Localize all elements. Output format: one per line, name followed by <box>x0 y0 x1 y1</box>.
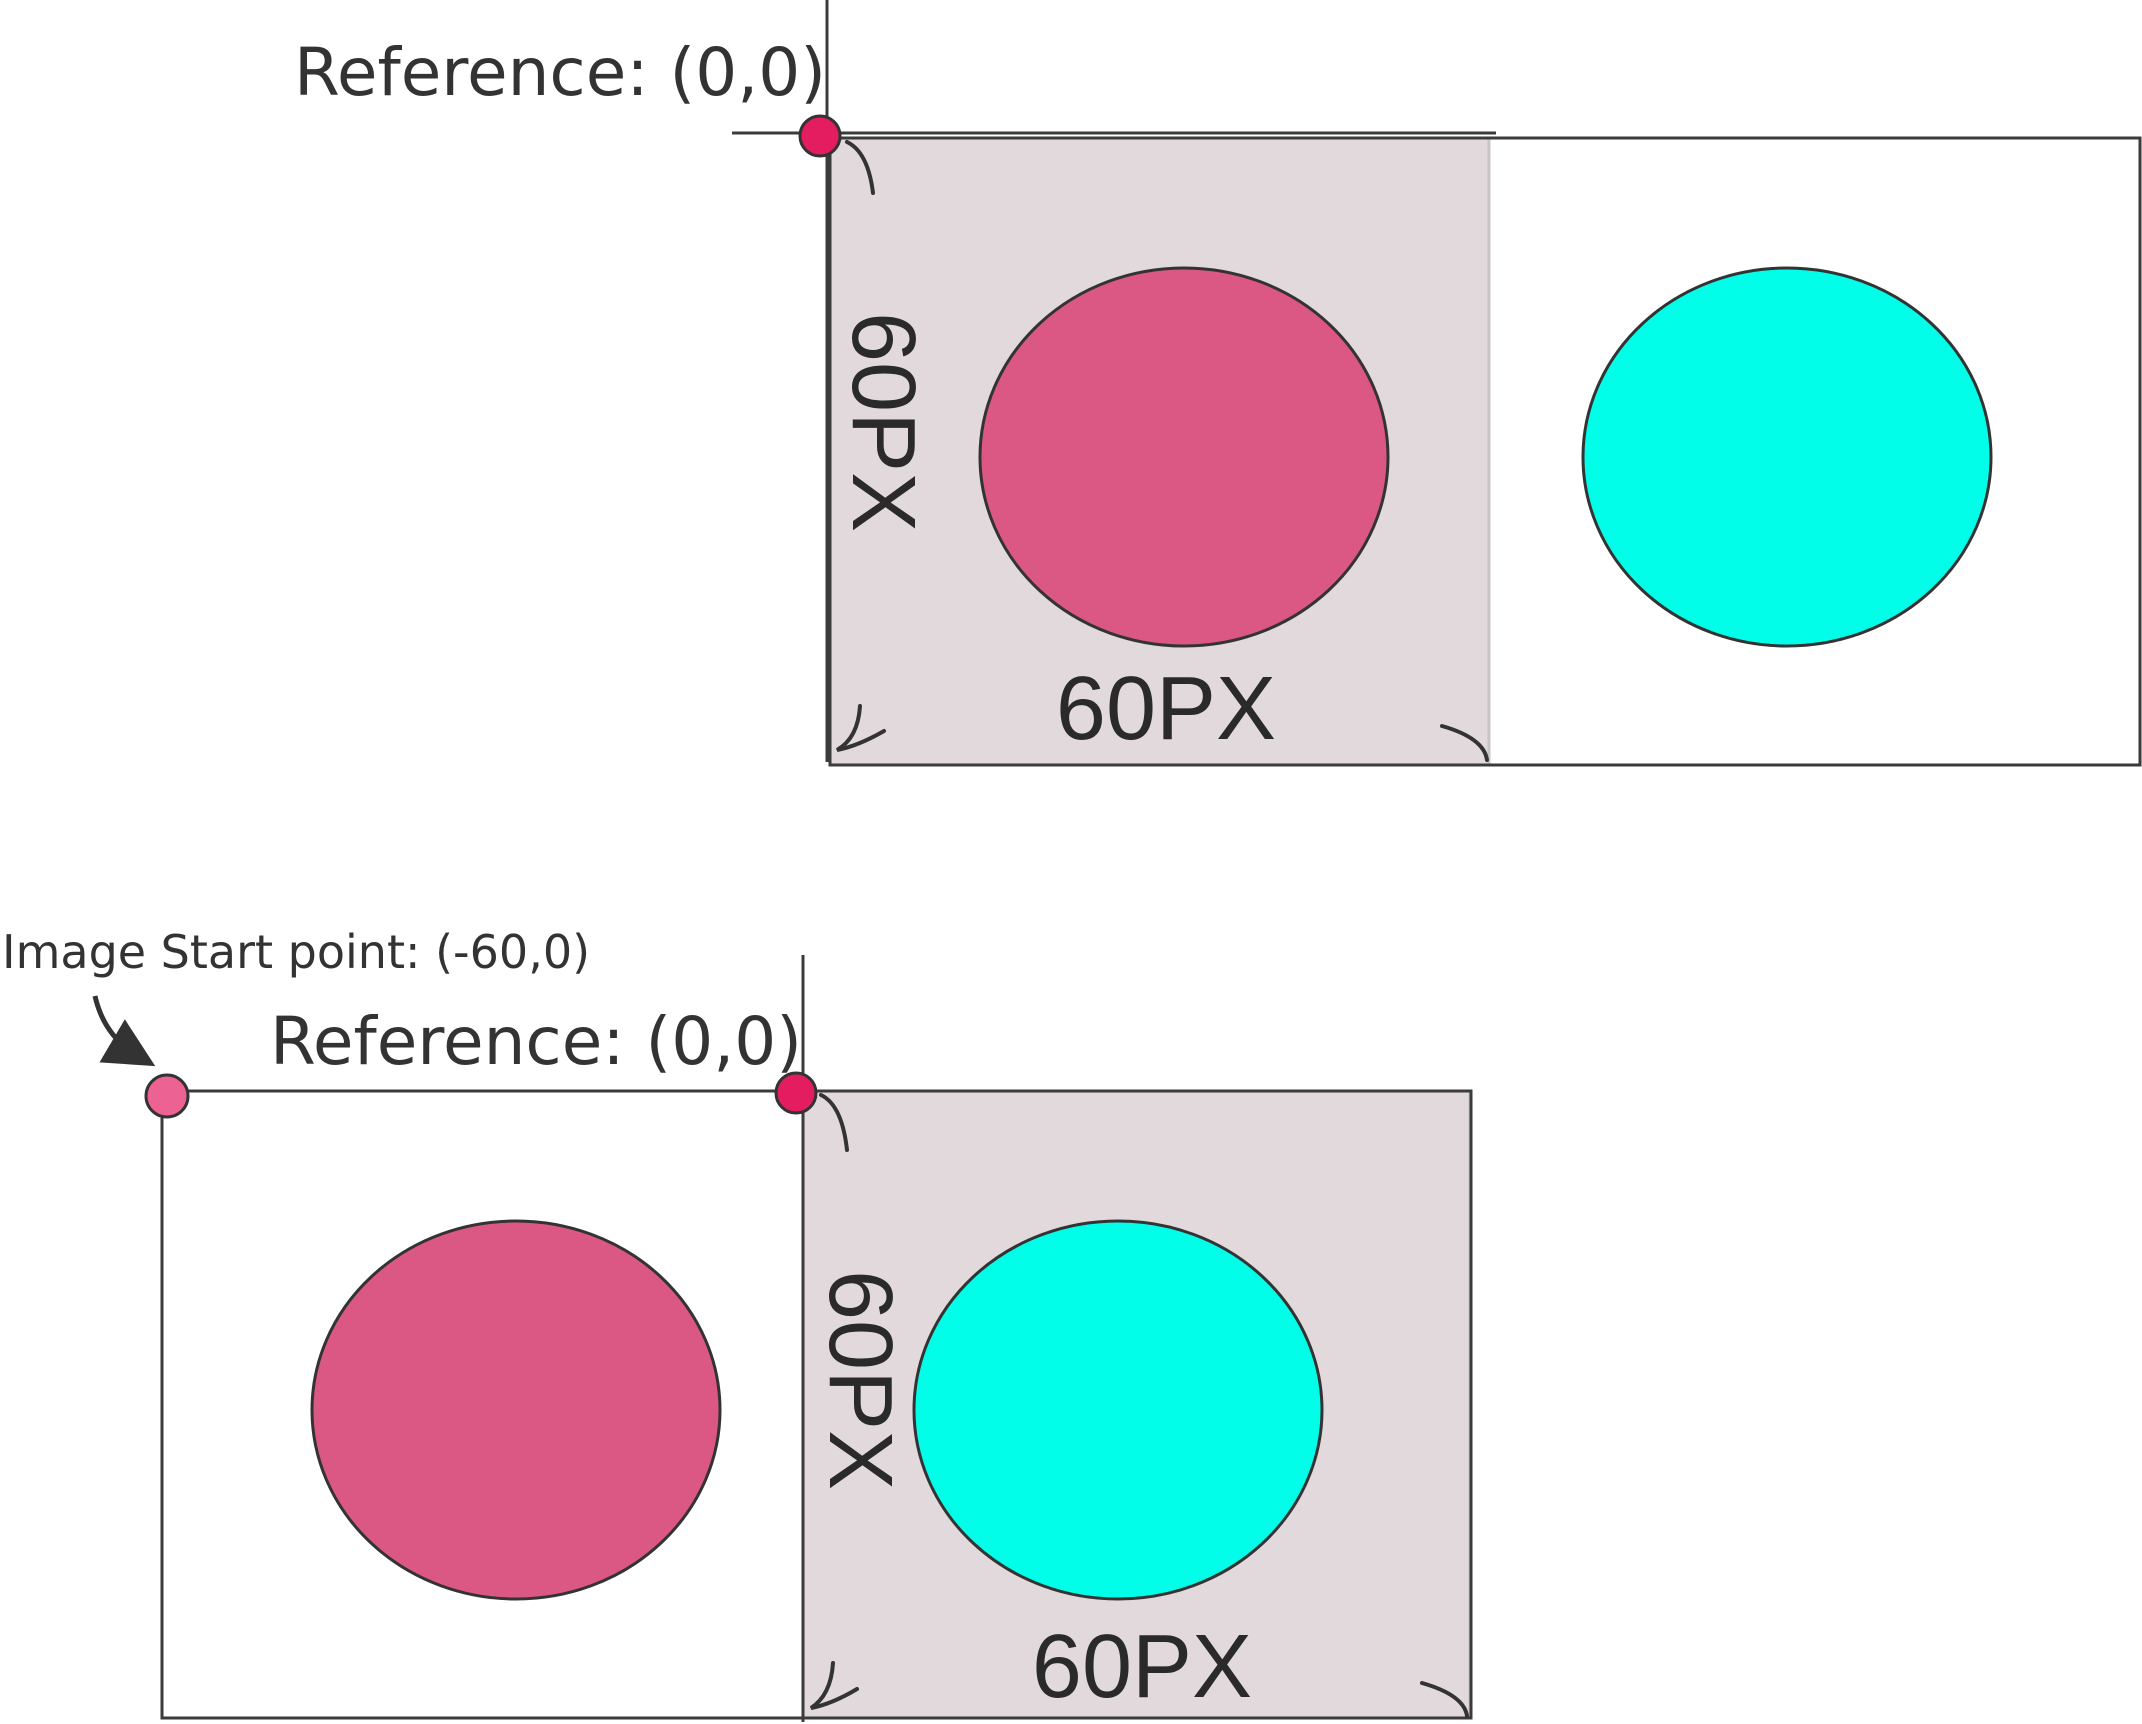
image-start-label: Image Start point: (-60,0) <box>2 925 590 979</box>
top-height-brace-top <box>845 140 875 195</box>
bottom-pink-circle <box>310 1219 722 1601</box>
top-reference-label: Reference: (0,0) <box>294 34 826 111</box>
bottom-height-brace-top <box>819 1093 849 1152</box>
top-cyan-circle <box>1581 266 1993 648</box>
top-sprite-frame <box>828 136 2142 767</box>
bottom-reference-dot <box>774 1071 818 1115</box>
image-start-dot <box>144 1073 190 1119</box>
image-start-arrow <box>92 995 156 1067</box>
bottom-width-label: 60PX <box>1032 1617 1252 1717</box>
top-width-brace-right <box>1440 724 1489 762</box>
top-height-label: 60PX <box>833 312 933 532</box>
top-width-brace-left <box>835 704 886 752</box>
bottom-height-label: 60PX <box>810 1270 910 1490</box>
bottom-cyan-circle <box>912 1219 1324 1601</box>
top-width-label: 60PX <box>1056 659 1276 759</box>
bottom-reference-label: Reference: (0,0) <box>270 1003 802 1080</box>
bottom-width-brace-left <box>809 1661 859 1710</box>
top-reference-dot <box>798 114 842 158</box>
top-panel: 60PX 60PX Reference: (0,0) <box>294 0 2142 767</box>
top-pink-circle <box>978 266 1390 648</box>
bottom-panel: 60PX 60PX Reference: (0,0) Image Start p… <box>2 925 1473 1722</box>
bottom-width-brace-right <box>1420 1681 1469 1718</box>
